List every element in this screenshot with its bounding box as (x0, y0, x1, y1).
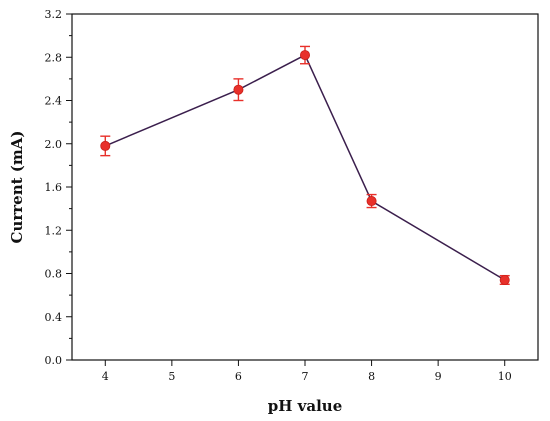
y-tick-label: 0.4 (45, 311, 63, 324)
x-tick-label: 9 (435, 370, 442, 383)
x-tick-label: 8 (368, 370, 375, 383)
data-point (366, 196, 377, 207)
x-axis: 4 5 6 7 8 9 10 (102, 360, 512, 383)
plot-frame (71, 13, 539, 361)
x-tick-label: 5 (168, 370, 175, 383)
x-tick-label: 4 (102, 370, 109, 383)
x-axis-label: pH value (268, 397, 342, 415)
data-point (100, 140, 111, 151)
y-tick-label: 3.2 (45, 8, 63, 21)
series-layer (100, 45, 510, 286)
y-tick-label: 1.6 (45, 181, 63, 194)
x-tick-label: 10 (498, 370, 512, 383)
data-point (499, 274, 510, 285)
data-point (299, 50, 310, 61)
y-tick-label: 2.8 (45, 51, 63, 64)
x-tick-label: 6 (235, 370, 242, 383)
x-tick-label: 7 (302, 370, 309, 383)
y-tick-label: 0.8 (45, 268, 63, 281)
y-tick-label: 2.4 (45, 95, 63, 108)
series-line (104, 54, 506, 281)
y-axis: 0.0 0.4 0.8 1.2 1.6 2.0 2.4 2.8 3.2 (45, 8, 72, 367)
y-tick-label: 0.0 (45, 354, 63, 367)
y-tick-label: 1.2 (45, 224, 63, 237)
y-axis-label: Current (mA) (8, 131, 26, 244)
y-tick-label: 2.0 (45, 138, 63, 151)
data-point (233, 84, 244, 95)
